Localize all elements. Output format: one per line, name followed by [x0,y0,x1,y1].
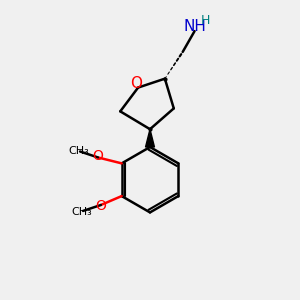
Text: O: O [130,76,142,91]
Text: CH₃: CH₃ [68,146,89,156]
Text: H: H [200,14,210,27]
Text: O: O [95,200,106,214]
Polygon shape [146,129,154,147]
Text: NH: NH [183,19,206,34]
Text: O: O [92,149,103,163]
Text: CH₃: CH₃ [71,207,92,218]
